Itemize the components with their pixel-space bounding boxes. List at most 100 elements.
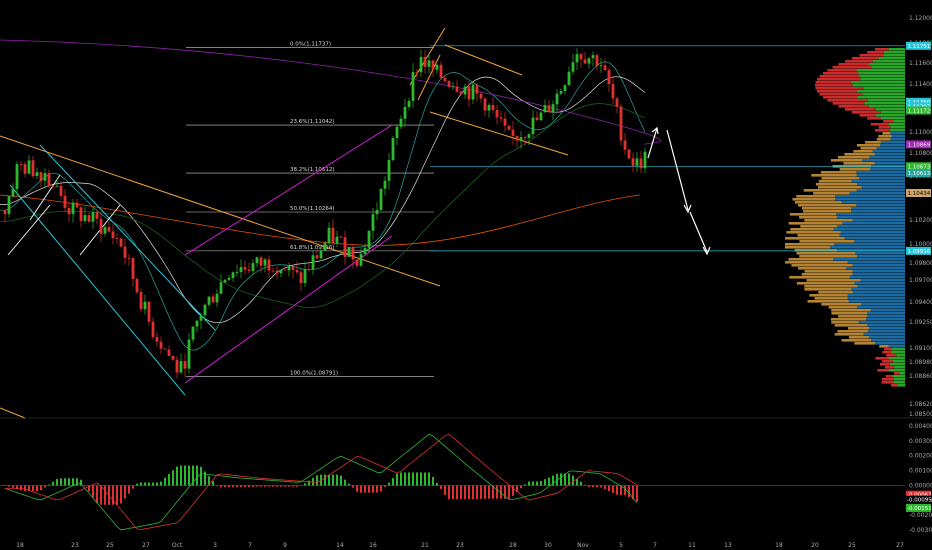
candle-up [347,246,351,257]
profile-bar-sell [830,318,867,321]
profile-bar-sell [817,78,861,81]
macd-bar-positive [532,481,534,486]
macd-bar-negative [468,485,470,500]
candle-down [603,65,607,71]
candle-up [227,278,231,280]
macd-bar-positive [544,479,546,486]
macd-bar-negative [92,485,94,498]
profile-bar-sell [821,177,860,180]
macd-axis: 0.00400 0.00300 0.00200 0.00100 0.00000 -0.00… [909,423,932,534]
macd-bar-positive [528,481,530,486]
profile-bar-sell [843,162,875,165]
macd-tick-label: -0.00200 [909,512,932,519]
profile-bar-buy [883,51,905,54]
macd-bar-negative [448,485,450,500]
profile-bar-sell [792,198,836,201]
macd-bar-positive [560,473,562,486]
profile-bar-buy [892,360,905,363]
profile-bar-sell [890,384,898,387]
profile-bar-buy [858,72,905,75]
time-tick-label: 23 [456,542,464,549]
profile-bar-buy [870,309,905,312]
candle-up [419,57,423,73]
arrow-head-up [651,126,659,135]
candle-down [503,118,507,126]
profile-bar-sell [876,138,891,141]
profile-bar-sell [884,366,895,369]
profile-bar-buy [851,207,905,210]
macd-bar-positive [72,478,74,486]
candle-up [591,55,595,59]
candle-down [299,272,303,284]
profile-bar-buy [837,216,905,219]
profile-bar-sell [804,288,852,291]
candle-down [295,269,299,273]
candle-down [595,55,599,67]
profile-bar-buy [857,96,905,99]
price-panel[interactable]: 0.0%(1.11737) 23.6%(1.11042) 38.2%(1.10612… [0,15,932,419]
macd-bar-negative [592,485,594,488]
macd-bar-negative [596,485,598,488]
profile-bar-buy [871,66,905,69]
profile-bar-sell [799,240,855,243]
candles [3,48,647,379]
profile-bar-buy [862,93,905,96]
macd-bar-positive [80,479,82,486]
macd-bar-negative [84,485,86,486]
profile-bar-buy [856,255,905,258]
profile-bar-buy [857,285,905,288]
macd-tag-label: -0.00151 [907,506,932,512]
candle-up [559,91,563,94]
price-tag-label: 1.11751 [908,44,931,50]
macd-bar-negative [364,485,366,493]
price-tags: 1.117511.112501.112071.111721.108691.106… [906,41,931,255]
profile-bar-sell [834,324,868,327]
profile-bar-sell [797,204,857,207]
ma-100-line [0,194,641,246]
macd-bar-negative [228,485,230,488]
candle-down [535,117,539,121]
down-channel-lower [9,184,186,396]
profile-bar-sell [830,159,862,162]
profile-bar-buy [852,273,905,276]
profile-bar-buy [883,54,905,57]
macd-bar-positive [48,484,50,486]
profile-bar-sell [854,342,876,345]
profile-bar-sell [881,360,893,363]
candle-down [307,269,311,271]
macd-bar-negative [236,485,238,488]
profile-bar-sell [882,351,892,354]
profile-bar-sell [804,219,853,222]
candle-down [59,185,63,196]
candle-up [407,100,411,107]
macd-bar-positive [172,470,174,486]
profile-bar-buy [852,291,905,294]
swing-line-a [7,204,51,256]
candle-up [379,188,383,210]
macd-bar-negative [628,485,630,498]
candle-up [551,104,555,112]
profile-bar-buy [893,120,905,123]
profile-bar-buy [888,123,905,126]
macd-bar-negative [100,485,102,505]
candle-up [199,315,203,321]
profile-bar-sell [797,267,847,270]
profile-bar-buy [856,204,905,207]
profile-bar-buy [860,78,905,81]
time-tick-label: 30 [544,542,552,549]
profile-bar-buy [889,129,905,132]
candle-down [547,105,551,112]
profile-bar-sell [803,210,852,213]
profile-bar-buy [856,189,905,192]
profile-bar-buy [846,267,905,270]
candle-up [195,320,199,327]
macd-panel[interactable]: 0.00400 0.00300 0.00200 0.00100 0.00000 -0.00… [0,423,932,534]
macd-bar-negative [608,485,610,492]
profile-bar-buy [875,114,905,117]
macd-bar-negative [260,485,262,487]
candle-up [287,266,291,271]
macd-line [4,433,638,531]
candle-up [255,257,259,264]
profile-bar-sell [818,180,852,183]
